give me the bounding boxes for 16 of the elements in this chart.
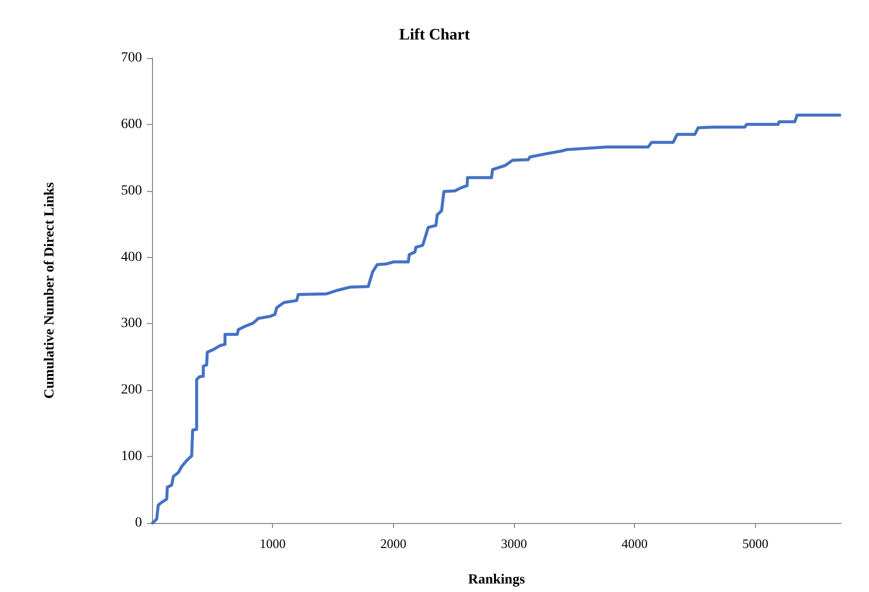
y-axis-title: Cumulative Number of Direct Links [42, 182, 58, 399]
y-tick-label: 100 [121, 449, 142, 464]
x-tick-label: 4000 [622, 536, 648, 551]
chart-title: Lift Chart [399, 26, 470, 44]
x-axis-title: Rankings [468, 572, 526, 588]
y-tick-label: 200 [121, 382, 142, 398]
x-tick-label: 1000 [260, 536, 286, 551]
y-tick-label: 300 [121, 316, 142, 332]
y-tick-label: 500 [121, 183, 142, 198]
y-tick-label: 600 [121, 116, 142, 132]
y-tick-label: 700 [121, 50, 142, 66]
x-tick-label: 5000 [742, 536, 768, 551]
y-tick-label: 400 [121, 250, 142, 265]
x-tick-label: 3000 [500, 536, 527, 551]
x-tick-label: 2000 [380, 536, 406, 551]
y-tick-label: 0 [135, 516, 142, 530]
